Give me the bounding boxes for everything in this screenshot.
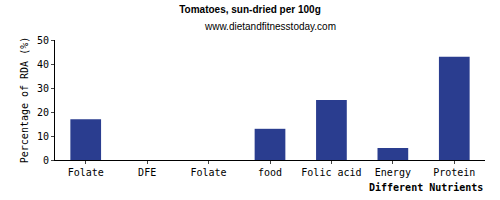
svg-text:food: food	[258, 167, 282, 178]
svg-text:Folate: Folate	[68, 167, 104, 178]
svg-text:30: 30	[37, 83, 49, 94]
svg-text:Percentage of RDA (%): Percentage of RDA (%)	[19, 37, 30, 163]
svg-text:DFE: DFE	[138, 167, 156, 178]
svg-text:10: 10	[37, 131, 49, 142]
svg-text:Protein: Protein	[433, 167, 475, 178]
svg-text:Folic acid: Folic acid	[301, 167, 361, 178]
svg-text:Different Nutrients: Different Nutrients	[369, 182, 483, 193]
svg-text:0: 0	[43, 155, 49, 166]
svg-text:Folate: Folate	[191, 167, 227, 178]
svg-text:40: 40	[37, 59, 49, 70]
svg-text:50: 50	[37, 35, 49, 46]
svg-text:www.dietandfitnesstoday.com: www.dietandfitnesstoday.com	[204, 21, 336, 32]
svg-text:20: 20	[37, 107, 49, 118]
svg-text:Tomatoes, sun-dried per 100g: Tomatoes, sun-dried per 100g	[179, 4, 321, 15]
svg-text:Energy: Energy	[375, 167, 411, 178]
